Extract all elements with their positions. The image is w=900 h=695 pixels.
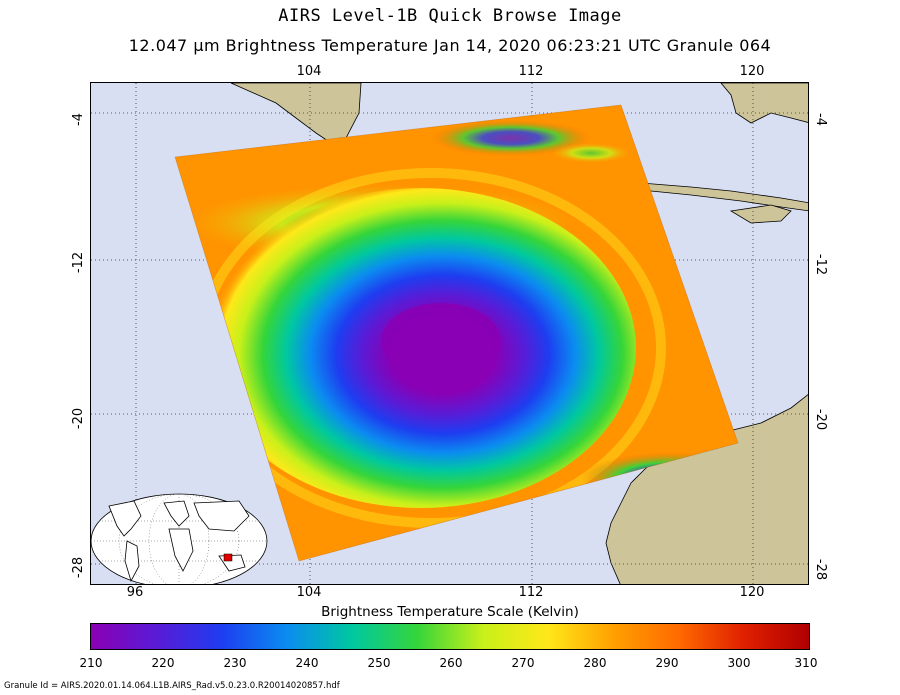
bottom-lon-tick: 96: [126, 585, 144, 600]
colorbar-tick: 280: [583, 656, 607, 670]
left-lat-tick: -28: [71, 556, 87, 579]
nusa-tenggara-islands: [639, 182, 808, 212]
colorbar-tick: 270: [511, 656, 535, 670]
bottom-lon-tick: 112: [518, 585, 544, 600]
right-lat-tick: -4: [812, 113, 828, 126]
top-lon-tick: 112: [518, 64, 544, 79]
map-panel: [90, 82, 809, 585]
globe-locator-icon: [91, 493, 268, 584]
page-subtitle: 12.047 μm Brightness Temperature Jan 14,…: [128, 36, 772, 55]
australia-landmass: [605, 394, 808, 584]
bottom-lon-tick: 104: [296, 585, 322, 600]
granule-id: Granule Id = AIRS.2020.01.14.064.L1B.AIR…: [4, 681, 340, 691]
top-lon-tick: 120: [739, 64, 765, 79]
bottom-lon-tick: 120: [739, 585, 765, 600]
colorbar-tick: 210: [79, 656, 103, 670]
colorbar-title: Brightness Temperature Scale (Kelvin): [321, 604, 579, 620]
left-lat-tick: -4: [70, 113, 86, 126]
left-lat-tick: -20: [71, 407, 87, 430]
timor-island: [729, 204, 792, 224]
colorbar-tick: 220: [151, 656, 175, 670]
right-lat-tick: -20: [813, 408, 829, 431]
left-lat-tick: -12: [71, 251, 87, 274]
right-lat-tick: -28: [813, 558, 829, 581]
colorbar-tick: 310: [794, 656, 818, 670]
page-title: AIRS Level-1B Quick Browse Image: [278, 6, 622, 26]
airs-swath: [175, 105, 738, 561]
colorbar-tick: 300: [727, 656, 751, 670]
colorbar-tick: 260: [439, 656, 463, 670]
colorbar-tick: 250: [367, 656, 391, 670]
colorbar-tick: 230: [223, 656, 247, 670]
colorbar-tick: 240: [295, 656, 319, 670]
colorbar-tick: 290: [655, 656, 679, 670]
temperature-colorbar: [90, 623, 810, 650]
top-lon-tick: 104: [296, 64, 322, 79]
brightness-temperature-map: [91, 83, 808, 584]
right-lat-tick: -12: [813, 253, 829, 276]
